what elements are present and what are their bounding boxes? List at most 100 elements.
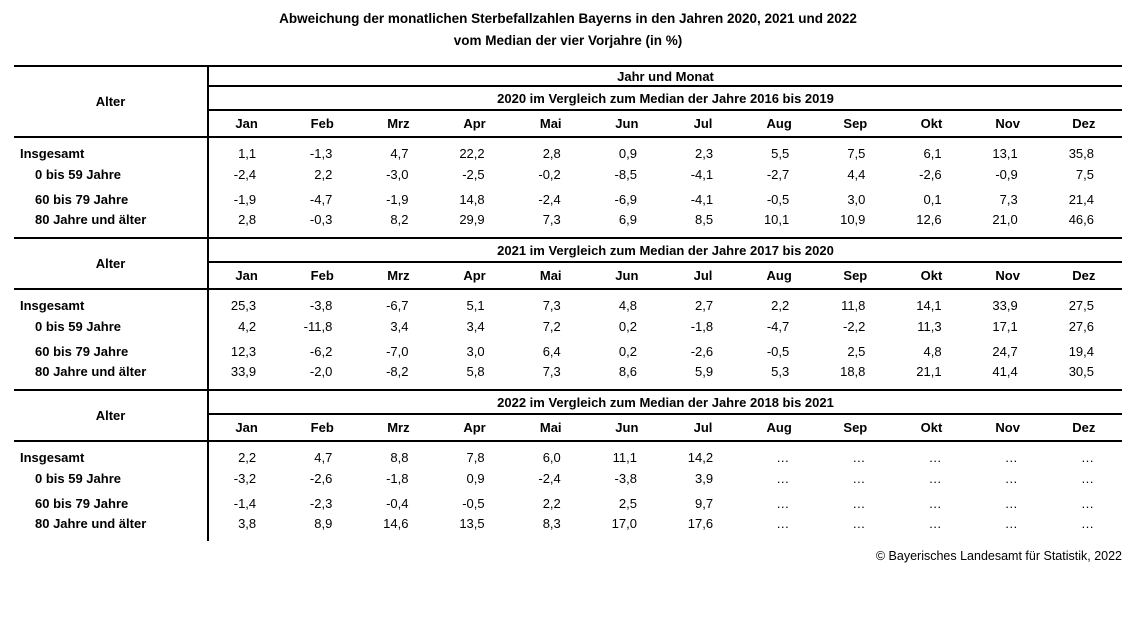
- data-cell: 4,8: [923, 344, 942, 359]
- data-cell: 14,6: [383, 516, 409, 531]
- data-cell: 2,7: [695, 298, 714, 313]
- table-row: 0 bis 59 Jahre 4,2 -11,8 3,4 3,4 7,2 0,2 -1,8 -4…: [14, 314, 1122, 339]
- data-cell: 5,9: [695, 364, 714, 379]
- data-cell: …: [1004, 471, 1018, 486]
- alter-header: Alter: [14, 390, 209, 442]
- data-cell: -8,2: [386, 364, 409, 379]
- table-row: 0 bis 59 Jahre -3,2 -2,6 -1,8 0,9 -2,4 -3,8 3,9…: [14, 466, 1122, 491]
- data-cell: …: [776, 471, 790, 486]
- month-header-jul: Jul: [664, 262, 742, 290]
- table-row: Insgesamt 2,2 4,7 8,8 7,8 6,0 11,1 14,2……………: [14, 441, 1122, 466]
- data-cell: 21,0: [992, 212, 1018, 227]
- row-label: 60 bis 79 Jahre: [35, 344, 129, 359]
- data-cell: 5,8: [466, 364, 485, 379]
- data-cell: 5,5: [771, 146, 790, 161]
- table-row: 60 bis 79 Jahre -1,9 -4,7 -1,9 14,8 -2,4 -6,9 -…: [14, 187, 1122, 212]
- data-cell: 13,1: [992, 146, 1018, 161]
- month-header-row: Jan Feb Mrz Apr Mai Jun Jul Aug Sep Okt Nov Dez: [14, 110, 1122, 138]
- data-cell: 21,1: [916, 364, 942, 379]
- data-cell: -2,4: [538, 192, 561, 207]
- data-cell: -7,0: [386, 344, 409, 359]
- data-cell: 46,6: [1068, 212, 1094, 227]
- data-cell: 24,7: [992, 344, 1018, 359]
- data-cell: 2,8: [206, 212, 285, 237]
- data-cell: 14,2: [687, 450, 714, 465]
- data-cell: 0,1: [923, 192, 942, 207]
- data-cell: -2,6: [309, 471, 333, 486]
- data-cell: 5,1: [466, 298, 485, 313]
- month-header-nov: Nov: [969, 110, 1046, 138]
- row-label: Insgesamt: [20, 450, 85, 465]
- data-cell: 8,3: [542, 516, 561, 531]
- data-cell: -11,8: [303, 319, 333, 334]
- data-cell: 3,8: [206, 516, 285, 541]
- data-cell: -8,5: [614, 167, 637, 182]
- data-rows-2021: Insgesamt 25,3 -3,8 -6,7 5,1 7,3 4,8 2,7 2,2 11,8…: [14, 289, 1122, 389]
- month-header-jun: Jun: [588, 262, 665, 290]
- data-cell: …: [928, 450, 942, 465]
- data-cell: -1,3: [309, 146, 333, 161]
- data-cell: -2,0: [309, 364, 333, 379]
- data-cell: -1,9: [386, 192, 409, 207]
- jahr-und-monat-header: Jahr und Monat: [208, 66, 1122, 87]
- data-cell: -1,8: [690, 319, 714, 334]
- data-cell: -1,9: [206, 187, 285, 212]
- month-header-okt: Okt: [893, 262, 970, 290]
- row-label: 0 bis 59 Jahre: [35, 319, 121, 334]
- month-header-row: Jan Feb Mrz Apr Mai Jun Jul Aug Sep Okt Nov Dez: [14, 414, 1122, 442]
- table-row: Insgesamt 25,3 -3,8 -6,7 5,1 7,3 4,8 2,7 2,2 11,8…: [14, 289, 1122, 314]
- data-cell: 18,8: [840, 364, 866, 379]
- data-cell: …: [1004, 450, 1018, 465]
- month-header-sep: Sep: [817, 110, 894, 138]
- table-row: Insgesamt 1,1 -1,3 4,7 22,2 2,8 0,9 2,3 5,5 7,5 6,…: [14, 137, 1122, 162]
- data-cell: 2,2: [542, 496, 561, 511]
- data-cell: 17,1: [992, 319, 1018, 334]
- row-label: 0 bis 59 Jahre: [35, 471, 121, 486]
- title-line-2: vom Median der vier Vorjahre (in %): [453, 33, 683, 48]
- data-cell: -0,9: [995, 167, 1018, 182]
- data-cell: …: [928, 516, 942, 531]
- page: Abweichung der monatlichen Sterbefallzah…: [14, 8, 1122, 563]
- data-cell: 2,5: [847, 344, 866, 359]
- page-title: Abweichung der monatlichen Sterbefallzah…: [14, 8, 1122, 52]
- table-row: 0 bis 59 Jahre -2,4 2,2 -3,0 -2,5 -0,2 -8,5 -4,…: [14, 162, 1122, 187]
- month-header-aug: Aug: [741, 110, 818, 138]
- data-cell: 7,3: [542, 298, 561, 313]
- data-cell: 11,1: [612, 450, 637, 465]
- month-header-nov: Nov: [969, 414, 1046, 442]
- data-cell: …: [1081, 516, 1094, 531]
- data-cell: -0,4: [386, 496, 409, 511]
- data-cell: …: [852, 496, 866, 511]
- data-cell: -2,4: [538, 471, 561, 486]
- table-row: 60 bis 79 Jahre -1,4 -2,3 -0,4 -0,5 2,2 2,5 9,7…: [14, 491, 1122, 516]
- month-header-mai: Mai: [512, 414, 589, 442]
- data-cell: …: [1081, 450, 1094, 465]
- data-cell: -6,9: [614, 192, 637, 207]
- month-header-jul: Jul: [664, 414, 742, 442]
- month-header-jan: Jan: [208, 110, 285, 138]
- data-cell: 8,8: [390, 450, 409, 465]
- data-cell: 6,9: [618, 212, 637, 227]
- data-cell: 2,8: [542, 146, 561, 161]
- data-cell: …: [1081, 496, 1094, 511]
- month-header-feb: Feb: [284, 262, 361, 290]
- data-cell: 0,9: [466, 471, 485, 486]
- month-header-aug: Aug: [741, 262, 818, 290]
- month-header-row: Jan Feb Mrz Apr Mai Jun Jul Aug Sep Okt Nov Dez: [14, 262, 1122, 290]
- table-row: 80 Jahre und älter 2,8 -0,3 8,2 29,9 7,3 6,9 8,…: [14, 212, 1122, 237]
- data-cell: -6,2: [309, 344, 333, 359]
- data-cell: 4,4: [847, 167, 866, 182]
- data-cell: -1,8: [386, 471, 409, 486]
- data-cell: …: [1081, 471, 1094, 486]
- data-cell: -2,4: [206, 162, 285, 187]
- month-header-okt: Okt: [893, 414, 970, 442]
- data-rows-2020: Insgesamt 1,1 -1,3 4,7 22,2 2,8 0,9 2,3 5,5 7,5 6,…: [14, 137, 1122, 237]
- data-cell: 29,9: [459, 212, 485, 227]
- data-cell: 21,4: [1068, 192, 1094, 207]
- data-cell: 12,3: [206, 339, 285, 364]
- data-cell: 2,2: [771, 298, 790, 313]
- month-header-jan: Jan: [208, 414, 285, 442]
- data-cell: 7,5: [1075, 167, 1094, 182]
- month-header-jan: Jan: [208, 262, 285, 290]
- data-cell: 6,1: [923, 146, 942, 161]
